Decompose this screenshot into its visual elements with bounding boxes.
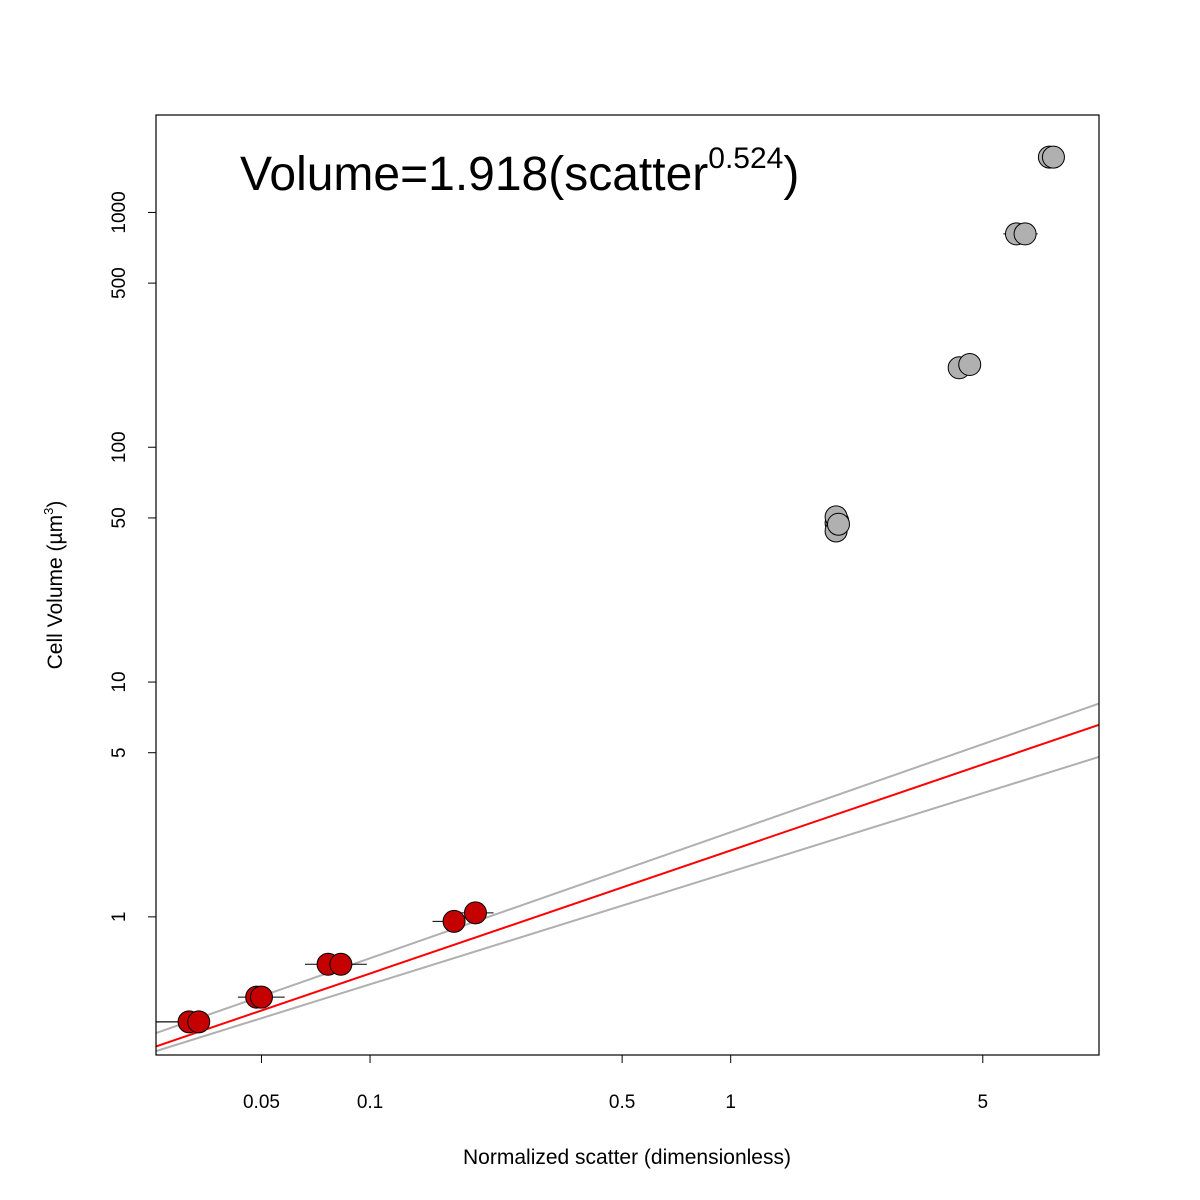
- y-tick-label: 5: [109, 747, 130, 758]
- y-tick-label: 500: [109, 267, 130, 299]
- fitted-data-point: [329, 952, 353, 976]
- fitted-data-point: [442, 909, 466, 933]
- fitted-data-point: [249, 985, 273, 1009]
- x-tick-label: 1: [725, 1092, 736, 1113]
- y-axis-title: Cell Volume (µm3): [41, 501, 67, 670]
- fit-line: [155, 723, 1100, 1048]
- y-tick-label: 100: [109, 431, 130, 463]
- fitted-data-point: [463, 901, 487, 925]
- outlier-data-point: [826, 512, 850, 536]
- y-tick-label: 1000: [109, 191, 130, 233]
- fitted-data-point: [187, 1010, 211, 1034]
- outlier-data-point: [958, 353, 982, 377]
- y-tick-label: 10: [109, 671, 130, 692]
- x-axis-title: Normalized scatter (dimensionless): [463, 1146, 791, 1169]
- y-tick-label: 1: [109, 912, 130, 923]
- x-tick-label: 0.5: [609, 1092, 635, 1113]
- x-tick-label: 0.05: [243, 1092, 280, 1113]
- ci-upper-line: [155, 702, 1100, 1034]
- x-tick-label: 5: [977, 1092, 988, 1113]
- points-layer: [177, 145, 1065, 1034]
- outlier-data-point: [1013, 222, 1037, 246]
- ci-lower-line: [155, 755, 1100, 1053]
- y-tick-label: 50: [109, 507, 130, 528]
- outlier-data-point: [1041, 145, 1065, 169]
- y-axis: 1 5 10 50 100 500 1000: [109, 191, 156, 922]
- x-tick-label: 0.1: [357, 1092, 383, 1113]
- lines-layer: [155, 702, 1100, 1053]
- plot-frame: [155, 114, 1100, 1056]
- fit-formula: Volume=1.918(scatter0.524): [240, 142, 799, 201]
- x-axis: 0.05 0.1 0.5 1 5: [243, 1055, 988, 1113]
